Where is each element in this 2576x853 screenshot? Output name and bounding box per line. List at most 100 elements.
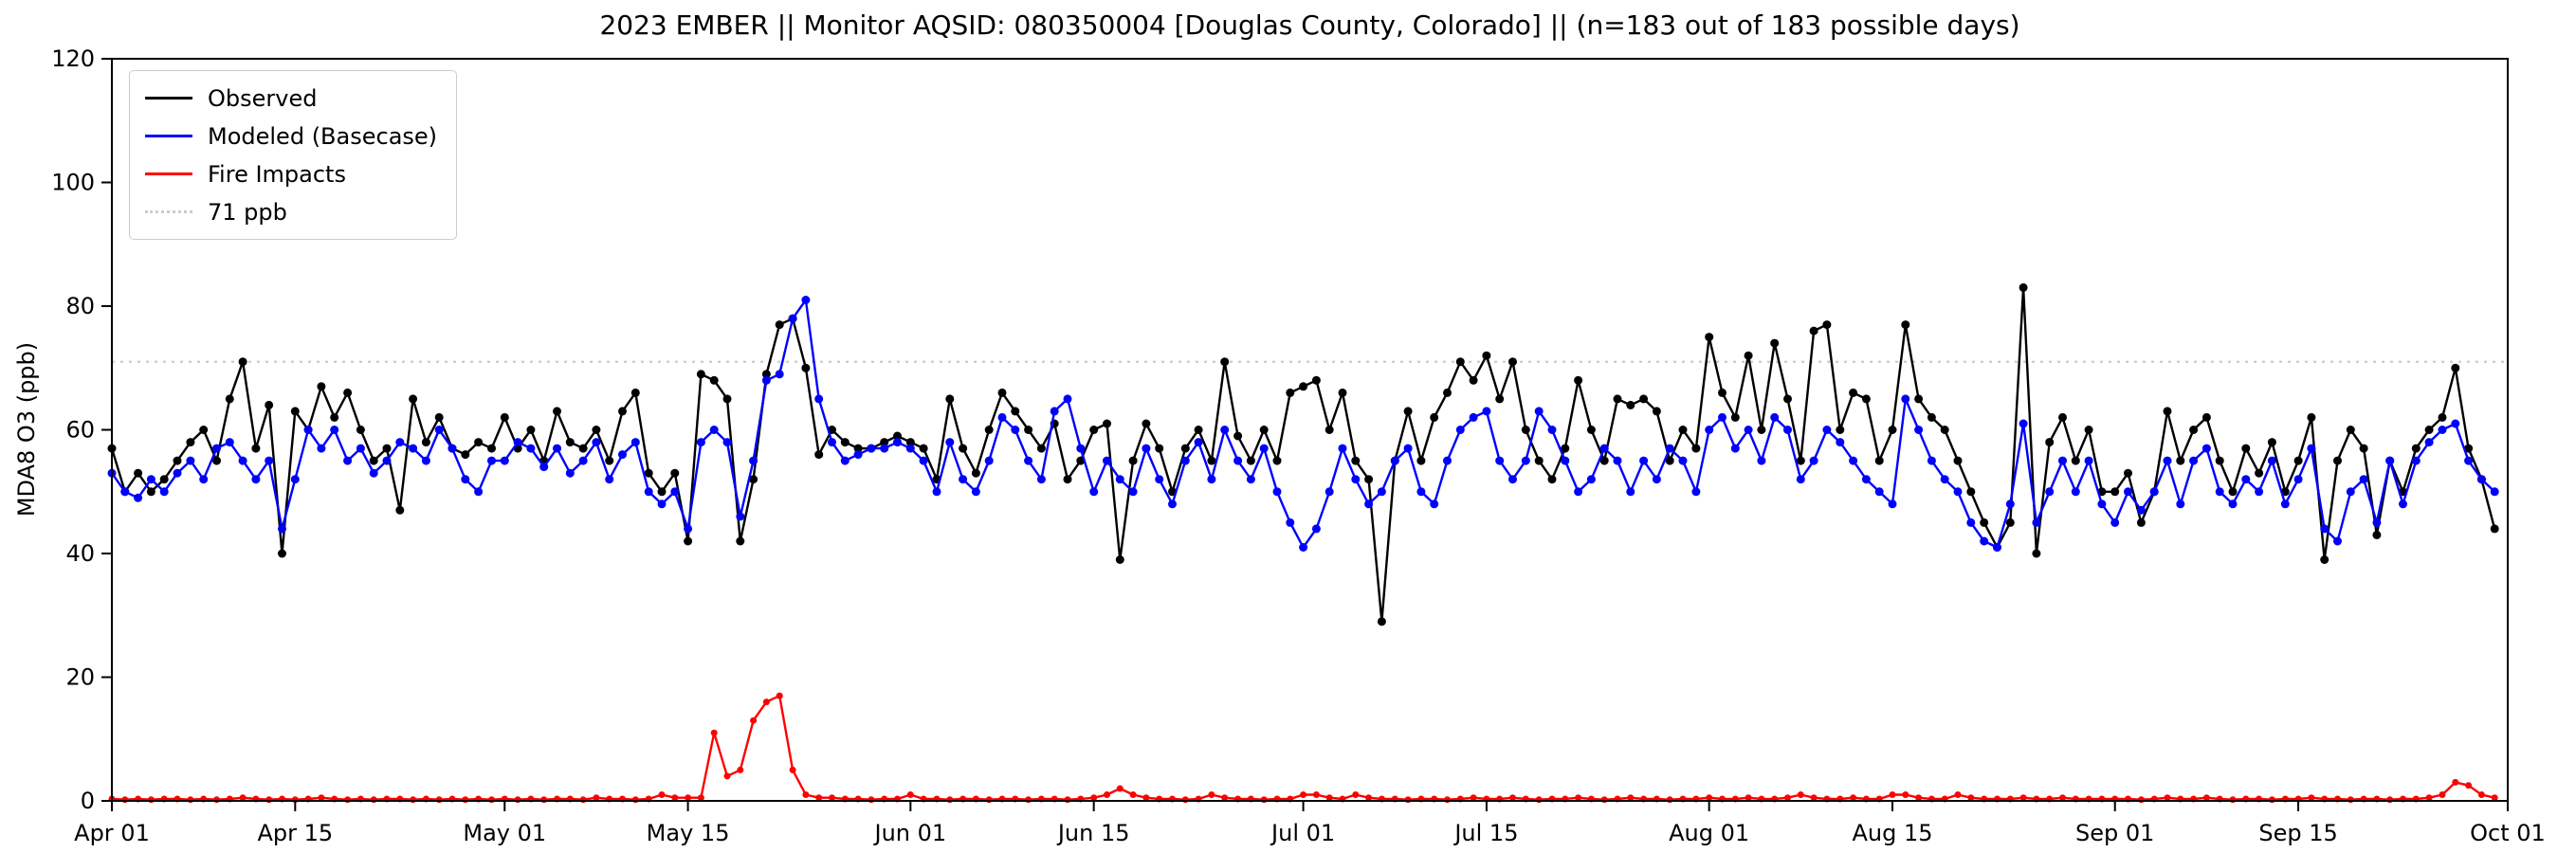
data-point xyxy=(657,487,667,497)
data-point xyxy=(488,796,495,804)
data-point xyxy=(736,512,745,521)
data-point xyxy=(147,796,155,804)
data-point xyxy=(1128,456,1138,465)
data-point xyxy=(2464,444,2474,453)
threshold-line-swatch xyxy=(145,210,192,213)
data-point xyxy=(1115,475,1124,484)
data-point xyxy=(971,487,980,497)
data-point xyxy=(658,791,666,798)
data-point xyxy=(461,475,470,484)
data-point xyxy=(1312,791,1320,798)
data-point xyxy=(814,394,824,404)
data-point xyxy=(905,444,915,453)
data-point xyxy=(1351,456,1361,465)
data-point xyxy=(410,796,417,804)
data-point xyxy=(120,487,130,497)
data-point xyxy=(592,438,601,447)
data-point xyxy=(173,468,182,478)
data-point xyxy=(1730,444,1740,453)
y-tick-label: 60 xyxy=(65,417,95,444)
legend-label-observed: Observed xyxy=(208,84,318,112)
data-point xyxy=(1364,499,1374,509)
data-point xyxy=(1574,375,1583,385)
data-point xyxy=(1455,426,1465,434)
data-point xyxy=(1299,382,1308,391)
data-point xyxy=(1430,412,1439,422)
data-point xyxy=(1888,499,1897,509)
x-tick-label: Oct 01 xyxy=(2470,820,2546,846)
data-point xyxy=(2267,456,2276,465)
data-point xyxy=(1220,357,1230,367)
data-point xyxy=(578,456,588,465)
data-point xyxy=(1443,456,1452,465)
data-point xyxy=(1063,475,1072,484)
data-point xyxy=(618,450,627,460)
data-point xyxy=(2019,419,2028,428)
data-point xyxy=(1416,456,1426,465)
data-point xyxy=(684,536,693,546)
data-point xyxy=(1705,333,1714,342)
chart-title: 2023 EMBER || Monitor AQSID: 080350004 [… xyxy=(599,9,2020,41)
data-point xyxy=(2110,487,2120,497)
data-point xyxy=(1089,487,1099,497)
data-point xyxy=(461,450,470,460)
data-point xyxy=(370,796,377,804)
data-point xyxy=(1221,794,1229,802)
data-point xyxy=(1103,456,1111,465)
data-point xyxy=(330,426,339,434)
data-point xyxy=(1980,517,1989,527)
data-point xyxy=(1155,475,1164,484)
data-point xyxy=(2490,487,2499,497)
data-point xyxy=(2411,444,2421,453)
data-point xyxy=(1901,394,1910,404)
data-point xyxy=(1246,456,1255,465)
data-point xyxy=(997,388,1007,397)
data-point xyxy=(867,444,876,453)
data-point xyxy=(815,794,823,802)
data-point xyxy=(2372,517,2382,527)
data-point xyxy=(2097,499,2107,509)
data-point xyxy=(723,772,731,780)
data-point xyxy=(1599,444,1609,453)
data-point xyxy=(579,796,587,804)
data-point xyxy=(317,444,326,453)
data-point xyxy=(710,729,718,736)
data-point xyxy=(2176,499,2185,509)
data-point xyxy=(1469,375,1478,385)
data-point xyxy=(814,450,824,460)
data-point xyxy=(1495,456,1505,465)
data-point xyxy=(2241,444,2251,453)
data-point xyxy=(2438,412,2447,422)
data-point xyxy=(514,796,521,804)
data-point xyxy=(159,487,169,497)
data-point xyxy=(278,524,286,534)
data-point xyxy=(1770,412,1780,422)
data-point xyxy=(593,794,600,802)
data-point xyxy=(1940,475,1949,484)
data-point xyxy=(1064,796,1071,804)
data-point xyxy=(1678,456,1688,465)
y-tick-label: 120 xyxy=(51,45,95,72)
data-point xyxy=(2465,782,2473,789)
data-point xyxy=(829,794,835,802)
data-point xyxy=(382,456,392,465)
data-point xyxy=(1194,426,1203,434)
data-point xyxy=(173,456,182,465)
data-point xyxy=(1797,791,1804,798)
legend-label-fire-impacts: Fire Impacts xyxy=(208,160,346,188)
data-point xyxy=(1599,456,1609,465)
data-point xyxy=(1416,487,1426,497)
data-point xyxy=(1836,426,1845,434)
data-point xyxy=(1259,426,1269,434)
data-point xyxy=(2032,549,2041,558)
data-point xyxy=(1953,487,1963,497)
data-point xyxy=(1861,475,1871,484)
data-point xyxy=(1470,794,1477,802)
data-point xyxy=(684,524,693,534)
data-point xyxy=(1024,456,1033,465)
data-point xyxy=(1874,487,1884,497)
data-point xyxy=(657,499,667,509)
data-point xyxy=(2490,524,2499,534)
data-point xyxy=(1482,407,1491,416)
data-point xyxy=(840,456,850,465)
